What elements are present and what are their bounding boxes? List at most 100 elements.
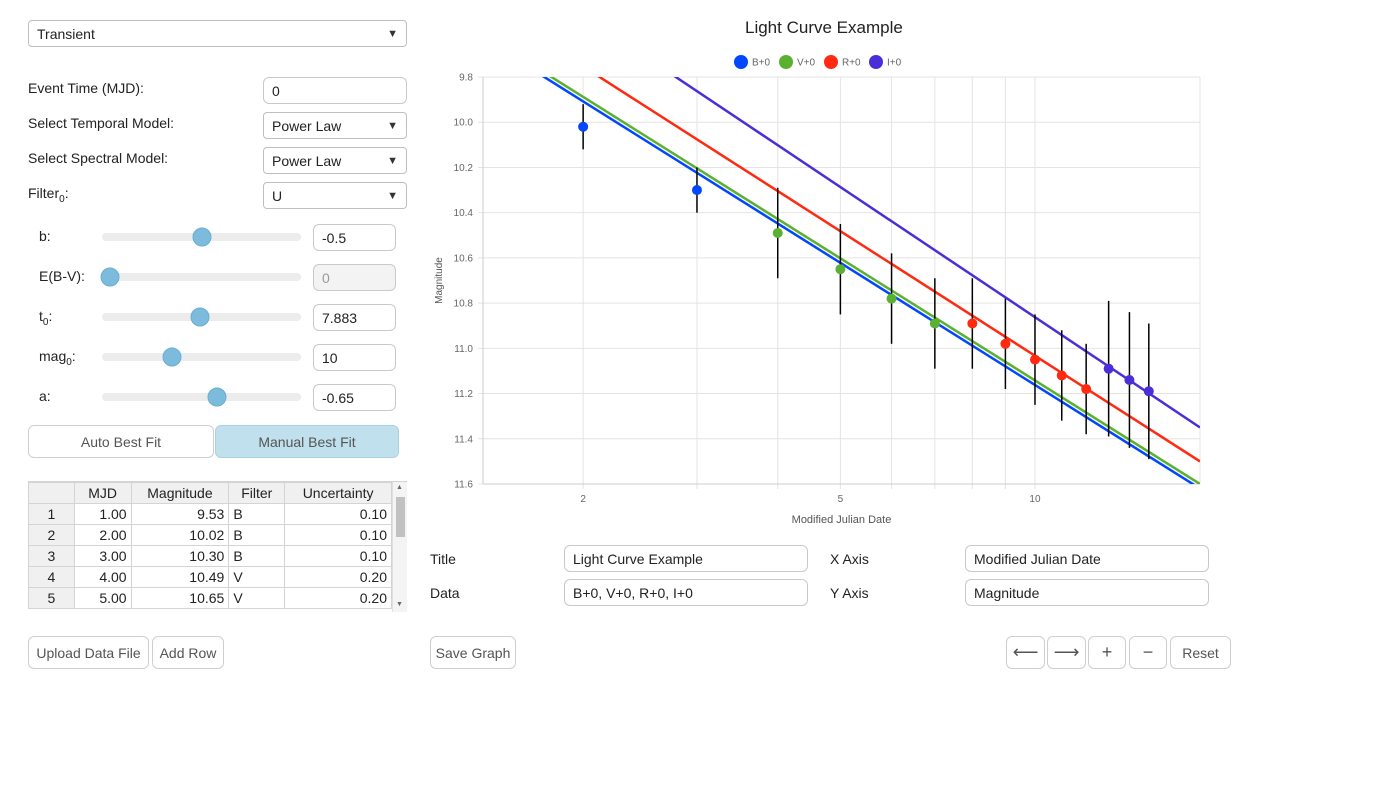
column-header[interactable]: Uncertainty — [284, 482, 392, 504]
pan-right-button[interactable]: ⟶ — [1047, 636, 1086, 669]
table-cell[interactable]: 10.65 — [130, 587, 230, 609]
zoom-out-button[interactable]: − — [1129, 636, 1167, 669]
chevron-down-icon: ▼ — [387, 27, 398, 40]
upload-data-file-button[interactable]: Upload Data File — [28, 636, 149, 669]
table-cell[interactable]: 10.02 — [130, 524, 230, 546]
table-cell[interactable]: V — [228, 566, 286, 588]
data-point — [1000, 338, 1011, 349]
table-cell[interactable]: 0.10 — [284, 545, 392, 567]
reset-button[interactable]: Reset — [1170, 636, 1231, 669]
slider-label-text: E(B-V): — [39, 268, 85, 284]
table-cell[interactable]: 0.20 — [284, 566, 392, 588]
event-time-input[interactable]: 0 — [263, 77, 407, 104]
title-field-input[interactable]: Light Curve Example — [564, 545, 808, 572]
slider-handle[interactable] — [100, 267, 120, 287]
filter-label-suffix: : — [64, 185, 69, 201]
filter-value: U — [272, 187, 283, 204]
slider-handle[interactable] — [162, 347, 182, 367]
column-header[interactable]: MJD — [73, 482, 132, 504]
yaxis-field-label: Y Axis — [830, 585, 869, 601]
legend-marker — [734, 55, 748, 69]
table-cell[interactable]: 0.10 — [284, 503, 392, 525]
save-graph-button[interactable]: Save Graph — [430, 636, 516, 669]
table-cell[interactable]: 5.00 — [73, 587, 132, 609]
scroll-down-icon[interactable]: ▼ — [396, 601, 403, 608]
table-cell[interactable]: 0.20 — [284, 587, 392, 609]
table-cell[interactable]: 3.00 — [73, 545, 132, 567]
table-cell[interactable]: 1.00 — [73, 503, 132, 525]
series-line-i-0 — [673, 77, 1200, 429]
table-row[interactable]: 2 2.00 10.02 B 0.10 — [28, 524, 392, 546]
series-line-r-0 — [597, 77, 1200, 463]
slider-label: b: — [39, 228, 51, 244]
temporal-model-label: Select Temporal Model: — [28, 115, 175, 131]
scroll-thumb[interactable] — [396, 497, 405, 537]
table-cell[interactable]: 2.00 — [73, 524, 132, 546]
table-cell[interactable]: 10.49 — [130, 566, 230, 588]
event-type-select[interactable]: Transient ▼ — [28, 20, 407, 47]
legend-label: I+0 — [887, 58, 902, 69]
manual-best-fit-button[interactable]: Manual Best Fit — [215, 425, 399, 458]
slider-track[interactable] — [102, 353, 301, 361]
pan-left-button[interactable]: ⟵ — [1006, 636, 1045, 669]
slider-value-input[interactable]: -0.65 — [313, 384, 396, 411]
table-row[interactable]: 3 3.00 10.30 B 0.10 — [28, 545, 392, 567]
scroll-up-icon[interactable]: ▲ — [396, 484, 403, 491]
xaxis-field-input[interactable]: Modified Julian Date — [965, 545, 1209, 572]
column-header[interactable]: Filter — [228, 482, 286, 504]
slider-value-input[interactable]: -0.5 — [313, 224, 396, 251]
table-cell[interactable]: V — [228, 587, 286, 609]
zoom-in-button[interactable]: + — [1088, 636, 1126, 669]
column-header[interactable]: Magnitude — [130, 482, 230, 504]
row-number: 1 — [28, 503, 75, 525]
y-tick-label: 10.6 — [454, 253, 474, 264]
x-tick-label: 2 — [580, 494, 586, 505]
table-cell[interactable]: 10.30 — [130, 545, 230, 567]
table-cell[interactable]: 0.10 — [284, 524, 392, 546]
spectral-model-select[interactable]: Power Law ▼ — [263, 147, 407, 174]
slider-handle[interactable] — [192, 227, 211, 247]
slider-label-colon: : — [48, 308, 53, 324]
table-cell[interactable]: B — [228, 545, 286, 567]
data-point — [1143, 386, 1154, 397]
temporal-model-select[interactable]: Power Law ▼ — [263, 112, 407, 139]
data-point — [1056, 370, 1067, 381]
data-point — [772, 228, 783, 239]
table-cell[interactable]: B — [228, 503, 286, 525]
slider-value-input: 0 — [313, 264, 396, 291]
yaxis-field-input[interactable]: Magnitude — [965, 579, 1209, 606]
slider-handle[interactable] — [190, 307, 209, 327]
auto-best-fit-button[interactable]: Auto Best Fit — [28, 425, 214, 458]
slider-label-text: b: — [39, 228, 51, 244]
y-tick-label: 9.8 — [459, 73, 473, 84]
filter-select[interactable]: U ▼ — [263, 182, 407, 209]
slider-track[interactable] — [102, 393, 301, 401]
data-table: MJD Magnitude Filter Uncertainty 1 1.00 9.53 B… — [28, 482, 392, 609]
slider-handle[interactable] — [207, 387, 227, 407]
event-time-label: Event Time (MJD): — [28, 80, 144, 96]
filter-label-text: Filter — [28, 185, 60, 201]
row-number: 3 — [28, 545, 75, 567]
table-cell[interactable]: 9.53 — [130, 503, 230, 525]
x-tick-label: 5 — [838, 494, 844, 505]
table-scrollbar[interactable]: ▲ ▼ — [392, 482, 407, 612]
slider-track[interactable] — [102, 273, 301, 281]
data-point — [1103, 363, 1114, 374]
temporal-model-value: Power Law — [272, 117, 342, 134]
slider-label-sub: 0 — [66, 356, 72, 368]
table-cell[interactable]: B — [228, 524, 286, 546]
slider-label: mag0: — [39, 348, 76, 368]
table-row[interactable]: 4 4.00 10.49 V 0.20 — [28, 566, 392, 588]
data-point — [691, 185, 702, 196]
slider-value-input[interactable]: 7.883 — [313, 304, 396, 331]
column-header[interactable] — [28, 482, 75, 504]
add-row-button[interactable]: Add Row — [152, 636, 224, 669]
table-row[interactable]: 1 1.00 9.53 B 0.10 — [28, 503, 392, 525]
slider-label: E(B-V): — [39, 268, 85, 284]
data-point — [886, 293, 897, 304]
table-row[interactable]: 5 5.00 10.65 V 0.20 — [28, 587, 392, 609]
table-cell[interactable]: 4.00 — [73, 566, 132, 588]
data-field-input[interactable]: B+0, V+0, R+0, I+0 — [564, 579, 808, 606]
slider-value-input[interactable]: 10 — [313, 344, 396, 371]
slider-label-sub: 0 — [42, 316, 49, 328]
